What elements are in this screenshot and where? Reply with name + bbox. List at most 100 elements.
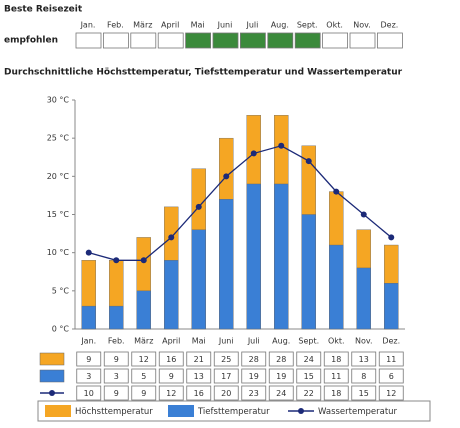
month-cell xyxy=(75,32,102,49)
legend-label: Wassertemperatur xyxy=(318,407,398,417)
legend-swatch xyxy=(298,408,304,414)
x-tick-label: Juli xyxy=(247,337,260,346)
table-cell xyxy=(213,368,239,384)
bar xyxy=(384,283,399,330)
table-value: 17 xyxy=(221,372,231,381)
x-tick-label: April xyxy=(162,337,180,346)
table-cell xyxy=(158,351,184,367)
table-cell xyxy=(268,368,294,384)
table-value: 23 xyxy=(249,389,259,398)
x-tick-label: Aug. xyxy=(272,337,290,346)
table-value: 9 xyxy=(114,355,119,364)
y-tick-label: 0 °C xyxy=(52,325,70,334)
table-cell xyxy=(241,385,267,401)
x-tick-label: März xyxy=(134,337,153,346)
month-label: Feb. xyxy=(107,21,124,30)
legend-label: Tiefsttemperatur xyxy=(197,407,270,417)
table-value: 28 xyxy=(249,355,259,364)
line-point xyxy=(168,234,175,241)
line-point xyxy=(360,211,367,218)
table-cell xyxy=(241,351,267,367)
month-cell xyxy=(212,32,239,49)
y-tick-label: 20 °C xyxy=(47,172,70,181)
bar xyxy=(136,290,151,330)
table-value: 3 xyxy=(114,372,119,381)
y-tick-label: 10 °C xyxy=(47,248,70,257)
table-swatch xyxy=(39,369,65,383)
table-value: 9 xyxy=(86,355,91,364)
table-value: 6 xyxy=(389,372,394,381)
table-cell xyxy=(323,351,349,367)
table-value: 5 xyxy=(141,372,146,381)
table-value: 19 xyxy=(249,372,259,381)
y-tick-label: 5 °C xyxy=(52,286,70,295)
table-cell xyxy=(131,351,157,367)
x-tick-label: Jan. xyxy=(80,337,96,346)
month-label: April xyxy=(161,21,179,30)
table-cell xyxy=(323,385,349,401)
table-value: 13 xyxy=(359,355,369,364)
month-cell xyxy=(239,32,266,49)
x-tick-label: Juni xyxy=(218,337,234,346)
line-point xyxy=(333,188,340,195)
table-cell xyxy=(351,351,377,367)
table-value: 12 xyxy=(166,389,176,398)
table-swatch xyxy=(49,390,55,396)
line-point xyxy=(305,158,312,165)
table-value: 24 xyxy=(276,389,286,398)
table-cell xyxy=(296,385,322,401)
legend-swatch xyxy=(168,405,194,417)
month-label: Dez. xyxy=(380,21,398,30)
table-value: 25 xyxy=(221,355,231,364)
y-tick-label: 25 °C xyxy=(47,134,70,143)
table-cell xyxy=(351,368,377,384)
bar xyxy=(109,305,124,330)
month-label: Okt. xyxy=(326,21,343,30)
month-label: Sept. xyxy=(297,21,318,30)
table-value: 21 xyxy=(194,355,204,364)
table-value: 18 xyxy=(331,355,341,364)
bar xyxy=(81,305,96,330)
table-cell xyxy=(268,351,294,367)
y-tick-label: 30 °C xyxy=(47,96,70,105)
line-point xyxy=(140,257,147,264)
month-cell xyxy=(322,32,349,49)
table-cell xyxy=(103,351,129,367)
table-cell xyxy=(213,385,239,401)
table-value: 8 xyxy=(361,372,366,381)
table-value: 13 xyxy=(194,372,204,381)
month-label: Mai xyxy=(191,21,205,30)
table-cell xyxy=(378,368,404,384)
table-value: 9 xyxy=(169,372,174,381)
table-value: 3 xyxy=(86,372,91,381)
best-time-title: Beste Reisezeit xyxy=(4,5,83,15)
table-cell xyxy=(76,351,102,367)
table-value: 9 xyxy=(114,389,119,398)
bar xyxy=(329,244,344,330)
bar xyxy=(356,267,371,330)
x-tick-label: Dez. xyxy=(382,337,400,346)
y-tick-label: 15 °C xyxy=(47,210,70,219)
table-value: 9 xyxy=(141,389,146,398)
table-cell xyxy=(186,368,212,384)
line-point xyxy=(113,257,120,264)
table-value: 11 xyxy=(386,355,396,364)
table-cell xyxy=(213,351,239,367)
month-cell xyxy=(294,32,321,49)
table-swatch xyxy=(39,352,65,366)
table-value: 10 xyxy=(84,389,94,398)
table-value: 16 xyxy=(166,355,176,364)
table-cell xyxy=(131,385,157,401)
bar xyxy=(274,183,289,330)
month-cell xyxy=(349,32,376,49)
legend-label: Höchsttemperatur xyxy=(75,407,153,417)
row-label: empfohlen xyxy=(4,36,58,46)
table-cell xyxy=(296,368,322,384)
table-value: 12 xyxy=(386,389,396,398)
month-label: März xyxy=(133,21,152,30)
table-cell xyxy=(158,368,184,384)
month-cell xyxy=(130,32,157,49)
x-tick-label: Mai xyxy=(192,337,206,346)
table-cell xyxy=(241,368,267,384)
